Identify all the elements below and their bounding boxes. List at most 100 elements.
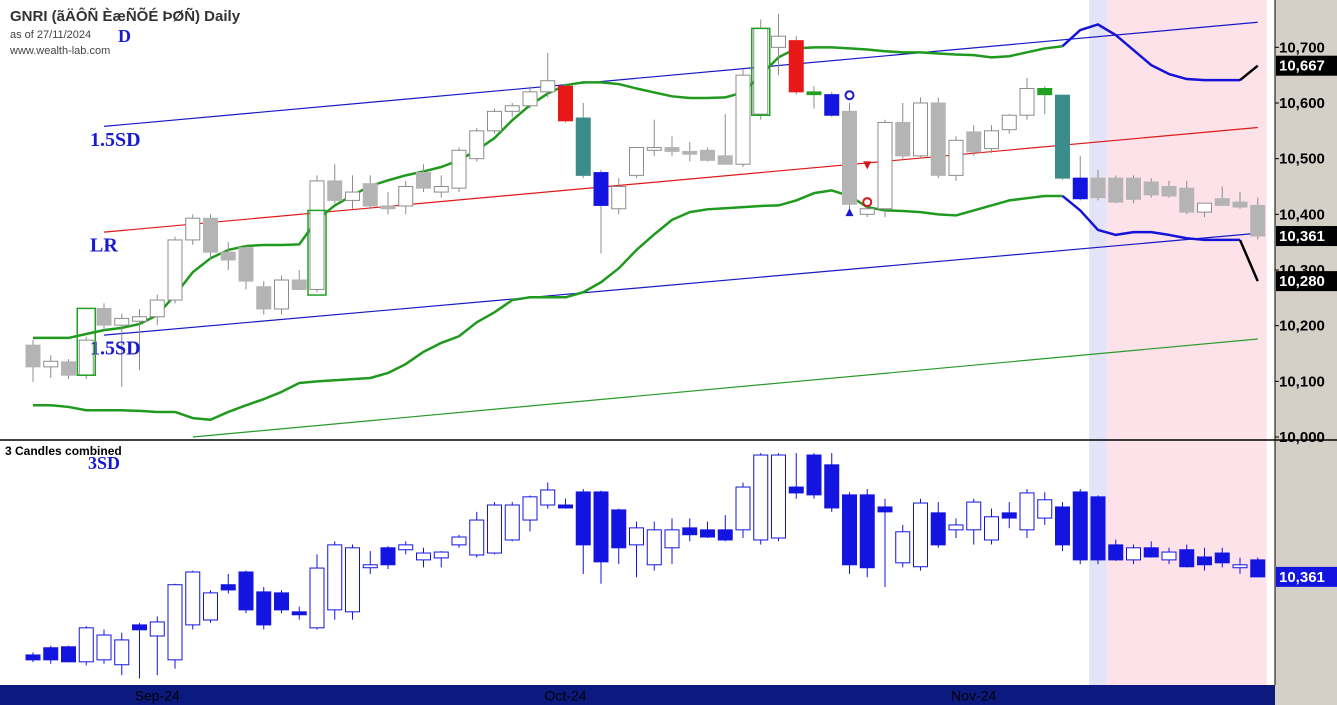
candle-body bbox=[185, 217, 201, 241]
candle-body bbox=[345, 547, 360, 613]
clipped-label: 3SD bbox=[88, 453, 120, 473]
candle-body bbox=[149, 621, 165, 637]
pane-title: 3 Candles combined bbox=[5, 444, 122, 458]
candle-body bbox=[256, 286, 272, 310]
candle-body bbox=[1126, 177, 1141, 200]
y-tick-label: 10,700 bbox=[1279, 39, 1325, 56]
candle-body bbox=[43, 360, 59, 368]
candle-body bbox=[629, 147, 644, 176]
x-tick-label: Nov-24 bbox=[951, 688, 996, 704]
candle-body bbox=[327, 180, 343, 201]
pattern-box bbox=[76, 307, 96, 376]
y-tick-label: 10,100 bbox=[1279, 373, 1325, 390]
candle-body bbox=[575, 491, 591, 546]
candle-body bbox=[220, 584, 236, 591]
axis-layer: 10,00010,10010,20010,30010,40010,50010,6… bbox=[135, 39, 1337, 704]
candle-body bbox=[1090, 177, 1106, 199]
price-label-box bbox=[1276, 271, 1337, 292]
candle-body bbox=[1019, 492, 1035, 531]
candle-body bbox=[1108, 177, 1124, 203]
band-line bbox=[1238, 239, 1259, 282]
candle-body bbox=[25, 654, 41, 661]
subtitle: as of 27/11/2024 bbox=[10, 29, 91, 41]
candle-body bbox=[1250, 559, 1266, 578]
candle-body bbox=[540, 489, 556, 506]
candle-body bbox=[1108, 544, 1124, 561]
candle-body bbox=[43, 647, 59, 661]
price-label: 10,361 bbox=[1279, 228, 1325, 245]
indicator-layer bbox=[33, 21, 1259, 438]
channel-line bbox=[103, 232, 1258, 336]
candle-body bbox=[735, 74, 751, 165]
candle-body bbox=[1143, 547, 1159, 558]
candle-body bbox=[451, 149, 467, 189]
candle-body bbox=[398, 185, 414, 207]
candle-body bbox=[646, 147, 662, 151]
candle-body bbox=[1090, 496, 1106, 561]
band-line bbox=[1061, 23, 1240, 82]
candle-body bbox=[1037, 499, 1053, 519]
candle-body bbox=[966, 131, 982, 153]
channel-line bbox=[103, 21, 1258, 127]
candle-body bbox=[167, 239, 183, 301]
candle-body bbox=[1001, 512, 1017, 519]
candle-body bbox=[735, 486, 751, 531]
candle-body bbox=[203, 592, 218, 621]
candle-body bbox=[593, 172, 609, 206]
price-label-box bbox=[1276, 226, 1337, 247]
candle-body bbox=[185, 571, 201, 626]
candle-body bbox=[504, 504, 520, 541]
candle-body bbox=[274, 279, 289, 310]
candle-body bbox=[753, 27, 769, 115]
candle-body bbox=[1161, 551, 1177, 561]
candle-body bbox=[380, 547, 396, 566]
candle-body bbox=[948, 139, 964, 176]
clipped-label: D bbox=[118, 26, 131, 46]
candle-body bbox=[291, 611, 307, 616]
channel-label: LR bbox=[90, 235, 118, 257]
candle-body bbox=[416, 172, 431, 189]
price-label: 10,280 bbox=[1279, 273, 1325, 290]
candle-body bbox=[859, 208, 875, 215]
candle-body bbox=[824, 94, 840, 116]
candle-body bbox=[522, 496, 538, 521]
candle-body bbox=[629, 527, 644, 546]
candle-body bbox=[345, 191, 360, 201]
candle-body bbox=[540, 80, 556, 93]
candle-body bbox=[220, 251, 236, 261]
y-tick-label: 10,400 bbox=[1279, 206, 1325, 223]
candle-body bbox=[1037, 88, 1053, 96]
price-label: 10,361 bbox=[1279, 569, 1325, 586]
candle-body bbox=[1126, 547, 1141, 561]
candle-body bbox=[824, 464, 840, 509]
candle-body bbox=[1072, 491, 1088, 561]
candle-body bbox=[78, 627, 94, 663]
candle-body bbox=[132, 316, 147, 322]
candle-body bbox=[291, 279, 307, 290]
candle-body bbox=[717, 529, 733, 541]
band-line bbox=[1061, 194, 1240, 242]
candle-body bbox=[717, 155, 733, 165]
candle-body bbox=[806, 91, 822, 96]
candle-body bbox=[238, 571, 254, 611]
candle-body bbox=[167, 584, 183, 661]
candle-body bbox=[771, 35, 786, 48]
candle-body bbox=[362, 183, 378, 207]
candle-body bbox=[771, 454, 786, 539]
candle-body bbox=[1179, 549, 1195, 568]
candle-body bbox=[1214, 198, 1230, 206]
shaded-region bbox=[1089, 0, 1107, 685]
candle-body bbox=[256, 591, 272, 626]
x-tick-label: Sep-24 bbox=[135, 688, 180, 704]
y-tick-label: 10,200 bbox=[1279, 318, 1325, 335]
channel-label: 1.5SD bbox=[90, 129, 141, 151]
candle-body bbox=[1072, 177, 1088, 200]
candle-body bbox=[522, 91, 538, 107]
candle-body bbox=[416, 552, 431, 561]
candle-body bbox=[700, 529, 715, 538]
candle-body bbox=[309, 180, 325, 290]
candle-body bbox=[487, 504, 502, 554]
candle-body bbox=[913, 102, 928, 157]
candle-body bbox=[558, 85, 573, 122]
